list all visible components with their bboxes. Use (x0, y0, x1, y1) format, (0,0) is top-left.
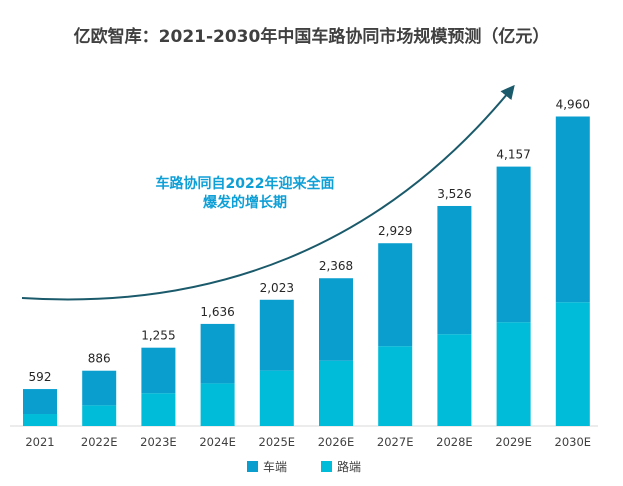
data-label-2024E: 1,636 (200, 305, 234, 319)
legend: 车端 路端 (247, 459, 361, 474)
data-label-2027E: 2,929 (378, 224, 412, 238)
bar-ludian-2025E (259, 370, 294, 426)
legend-swatch-ludian (321, 461, 332, 472)
chart-title: 亿欧智库：2021-2030年中国车路协同市场规模预测（亿元） (73, 27, 550, 47)
legend-label-ludian: 路端 (337, 459, 361, 474)
bar-chedian-2024E (200, 323, 235, 384)
bar-chedian-2026E (319, 278, 353, 361)
bar-chedian-2022E (82, 370, 117, 406)
bar-chedian-2025E (259, 299, 294, 371)
bar-ludian-2030E (555, 302, 590, 426)
bar-chedian-2029E (496, 166, 531, 323)
data-label-2029E: 4,157 (496, 148, 530, 162)
x-tick-2024E: 2024E (199, 435, 236, 449)
x-tick-2026E: 2026E (318, 435, 355, 449)
bar-chedian-2027E (378, 243, 413, 347)
annotation-line-1: 车路协同自2022年迎来全面 (156, 175, 335, 192)
bar-ludian-2029E (496, 322, 531, 426)
x-tick-2027E: 2027E (377, 435, 414, 449)
bar-chedian-2021 (23, 389, 57, 415)
data-label-2030E: 4,960 (556, 97, 590, 111)
bar-ludian-2026E (319, 360, 353, 426)
bar-chedian-2023E (141, 347, 176, 394)
data-label-2025E: 2,023 (260, 281, 294, 295)
bar-ludian-2023E (141, 393, 176, 426)
bar-ludian-2028E (437, 334, 472, 426)
data-label-2022E: 886 (88, 352, 111, 366)
data-label-2026E: 2,368 (319, 259, 353, 273)
legend-swatch-chedian (247, 461, 258, 472)
bar-ludian-2027E (378, 346, 413, 426)
x-tick-2021: 2021 (25, 435, 54, 449)
data-label-2028E: 3,526 (437, 187, 471, 201)
trend-arrow (21, 84, 515, 301)
legend-label-chedian: 车端 (263, 459, 287, 474)
x-tick-2023E: 2023E (140, 435, 177, 449)
x-tick-2030E: 2030E (555, 435, 592, 449)
bar-ludian-2021 (23, 414, 57, 426)
bar-ludian-2022E (82, 405, 117, 426)
x-tick-2029E: 2029E (495, 435, 532, 449)
bar-chedian-2030E (555, 116, 590, 303)
bar-ludian-2024E (200, 383, 235, 426)
bar-chedian-2028E (437, 205, 472, 335)
x-tick-2025E: 2025E (259, 435, 296, 449)
x-tick-2028E: 2028E (436, 435, 473, 449)
data-label-2023E: 1,255 (141, 329, 175, 343)
data-label-2021: 592 (29, 370, 52, 384)
x-tick-2022E: 2022E (81, 435, 118, 449)
annotation-line-2: 爆发的增长期 (203, 194, 287, 211)
